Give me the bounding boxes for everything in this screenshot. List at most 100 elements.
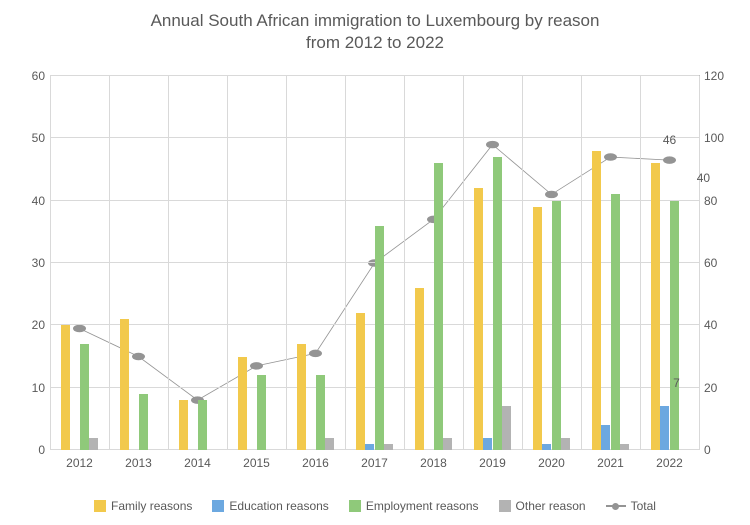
total-marker [545,191,558,198]
vgrid-line [404,76,405,450]
vgrid-line [50,76,51,450]
chart-container: Annual South African immigration to Luxe… [0,0,750,525]
bar-family [533,207,542,450]
bar-family [592,151,601,450]
bar-family [356,313,365,450]
bar-other [620,444,629,450]
y-left-tick: 30 [20,256,45,270]
vgrid-line [168,76,169,450]
data-label: 46 [663,133,676,147]
total-marker [132,353,145,360]
y-left-tick: 50 [20,131,45,145]
vgrid-line [463,76,464,450]
legend-item-total: Total [606,499,656,513]
bar-other [325,438,334,450]
y-right-tick: 60 [704,256,734,270]
legend-swatch [349,500,361,512]
total-marker [73,325,86,332]
data-label: 40 [697,171,710,185]
bar-other [502,406,511,450]
vgrid-line [227,76,228,450]
x-tick-label: 2014 [184,456,211,470]
legend-label: Education reasons [229,499,328,513]
legend-label: Family reasons [111,499,192,513]
bar-family [297,344,306,450]
bar-education [660,406,669,450]
y-left-tick: 0 [20,443,45,457]
hgrid-line [50,137,699,138]
vgrid-line [640,76,641,450]
y-left-tick: 10 [20,381,45,395]
x-tick-label: 2017 [361,456,388,470]
data-label: 7 [673,376,680,390]
chart-title: Annual South African immigration to Luxe… [0,0,750,54]
vgrid-line [699,76,700,450]
vgrid-line [522,76,523,450]
x-tick-label: 2015 [243,456,270,470]
vgrid-line [286,76,287,450]
y-left-tick: 20 [20,318,45,332]
bar-family [651,163,660,450]
hgrid-line [50,200,699,201]
vgrid-line [581,76,582,450]
bar-employment [670,201,679,450]
bar-education [542,444,551,450]
legend: Family reasons Education reasons Employmen… [0,499,750,513]
x-tick-label: 2016 [302,456,329,470]
y-right-tick: 40 [704,318,734,332]
legend-label: Total [631,499,656,513]
bar-employment [434,163,443,450]
x-tick-label: 2022 [656,456,683,470]
bar-employment [493,157,502,450]
bar-family [474,188,483,450]
y-right-tick: 100 [704,131,734,145]
legend-item-family: Family reasons [94,499,192,513]
bar-employment [80,344,89,450]
bar-family [179,400,188,450]
bar-other [561,438,570,450]
vgrid-line [345,76,346,450]
y-left-tick: 40 [20,194,45,208]
legend-swatch [212,500,224,512]
bar-family [415,288,424,450]
bar-family [61,325,70,450]
bar-employment [257,375,266,450]
bar-employment [375,226,384,450]
legend-label: Other reason [516,499,586,513]
bar-employment [552,201,561,450]
bar-other [443,438,452,450]
total-marker [663,156,676,163]
legend-line-swatch [606,505,626,507]
plot-area: 0102030405060020406080100120201220132014… [50,75,700,450]
bar-education [483,438,492,450]
x-tick-label: 2018 [420,456,447,470]
bar-education [365,444,374,450]
y-right-tick: 120 [704,69,734,83]
x-tick-label: 2019 [479,456,506,470]
total-marker [604,153,617,160]
bar-education [601,425,610,450]
bar-employment [198,400,207,450]
legend-label: Employment reasons [366,499,479,513]
x-tick-label: 2021 [597,456,624,470]
y-left-tick: 60 [20,69,45,83]
y-right-tick: 80 [704,194,734,208]
y-right-tick: 20 [704,381,734,395]
vgrid-line [109,76,110,450]
hgrid-line [50,75,699,76]
legend-item-education: Education reasons [212,499,328,513]
x-tick-label: 2013 [125,456,152,470]
bar-other [384,444,393,450]
total-marker [309,350,322,357]
bar-employment [611,194,620,450]
bar-employment [316,375,325,450]
total-marker [486,141,499,148]
legend-swatch [499,500,511,512]
bar-other [89,438,98,450]
y-right-tick: 0 [704,443,734,457]
legend-item-employment: Employment reasons [349,499,479,513]
legend-swatch [94,500,106,512]
x-tick-label: 2012 [66,456,93,470]
bar-family [120,319,129,450]
x-tick-label: 2020 [538,456,565,470]
